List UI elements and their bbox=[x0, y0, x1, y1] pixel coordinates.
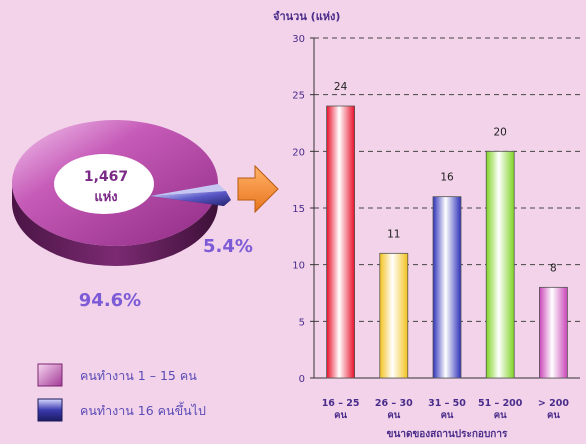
legend: คนทำงาน 1 – 15 คน คนทำงาน 16 คนขึ้นไป bbox=[37, 363, 206, 422]
pie-chart: 1,467 แห่ง 5.4% 94.6% bbox=[12, 120, 253, 311]
y-tick-label: 25 bbox=[292, 91, 305, 102]
bar-chart: จำนวน (แห่ง) 0 5 10 15 20 25 30 24 11 16 20 8 16 –… bbox=[273, 10, 580, 440]
legend-item-1: คนทำงาน 1 – 15 คน bbox=[37, 363, 197, 387]
legend-label-1: คนทำงาน 1 – 15 คน bbox=[80, 368, 197, 383]
y-tick-label: 30 bbox=[292, 34, 305, 45]
x-tick-label: 16 – 25 bbox=[322, 398, 360, 409]
bar-value-label: 20 bbox=[494, 126, 507, 138]
bar-value-label: 8 bbox=[550, 262, 557, 274]
bar bbox=[485, 150, 515, 379]
x-tick-label-unit: คน bbox=[441, 410, 454, 421]
legend-label-2: คนทำงาน 16 คนขึ้นไป bbox=[80, 401, 206, 418]
legend-swatch-blue bbox=[37, 398, 63, 422]
pie-slice-small bbox=[150, 184, 231, 206]
x-tick-label-unit: คน bbox=[387, 410, 400, 421]
bar bbox=[379, 252, 409, 379]
bar-value-label: 16 bbox=[440, 172, 454, 184]
y-tick-label: 10 bbox=[292, 261, 305, 272]
y-axis-title: จำนวน (แห่ง) bbox=[273, 10, 340, 23]
x-tick-label-unit: คน bbox=[547, 410, 560, 421]
legend-item-2: คนทำงาน 16 คนขึ้นไป bbox=[37, 398, 206, 422]
arrow-icon bbox=[237, 164, 279, 214]
pie-label-large: 94.6% bbox=[79, 290, 141, 311]
bar bbox=[326, 105, 356, 379]
y-axis-ticks: 0 5 10 15 20 25 30 bbox=[292, 34, 314, 385]
x-tick-label-unit: คน bbox=[494, 410, 507, 421]
pie-center-unit: แห่ง bbox=[94, 190, 117, 205]
pie-center-value: 1,467 bbox=[84, 169, 128, 185]
legend-swatch-pink bbox=[37, 363, 63, 387]
bar bbox=[432, 196, 462, 379]
pie-label-small: 5.4% bbox=[203, 236, 253, 257]
bars: 24 11 16 20 8 bbox=[326, 81, 568, 379]
x-tick-label: 51 – 200 bbox=[478, 398, 523, 409]
bar-value-label: 11 bbox=[387, 228, 400, 240]
y-tick-label: 15 bbox=[292, 204, 305, 215]
x-axis-title: ขนาดของสถานประกอบการ bbox=[387, 428, 508, 440]
x-tick-label: 26 – 30 bbox=[375, 398, 413, 409]
y-tick-label: 5 bbox=[299, 317, 305, 328]
y-tick-label: 0 bbox=[299, 374, 305, 385]
pie-slice-large-side bbox=[12, 183, 218, 266]
bar-value-label: 24 bbox=[334, 81, 348, 93]
x-tick-label: > 200 bbox=[538, 398, 569, 409]
x-tick-label: 31 – 50 bbox=[428, 398, 466, 409]
pie-center-hole bbox=[54, 154, 154, 214]
y-tick-label: 20 bbox=[292, 147, 305, 158]
bar bbox=[539, 286, 568, 379]
x-tick-label-unit: คน bbox=[334, 410, 347, 421]
